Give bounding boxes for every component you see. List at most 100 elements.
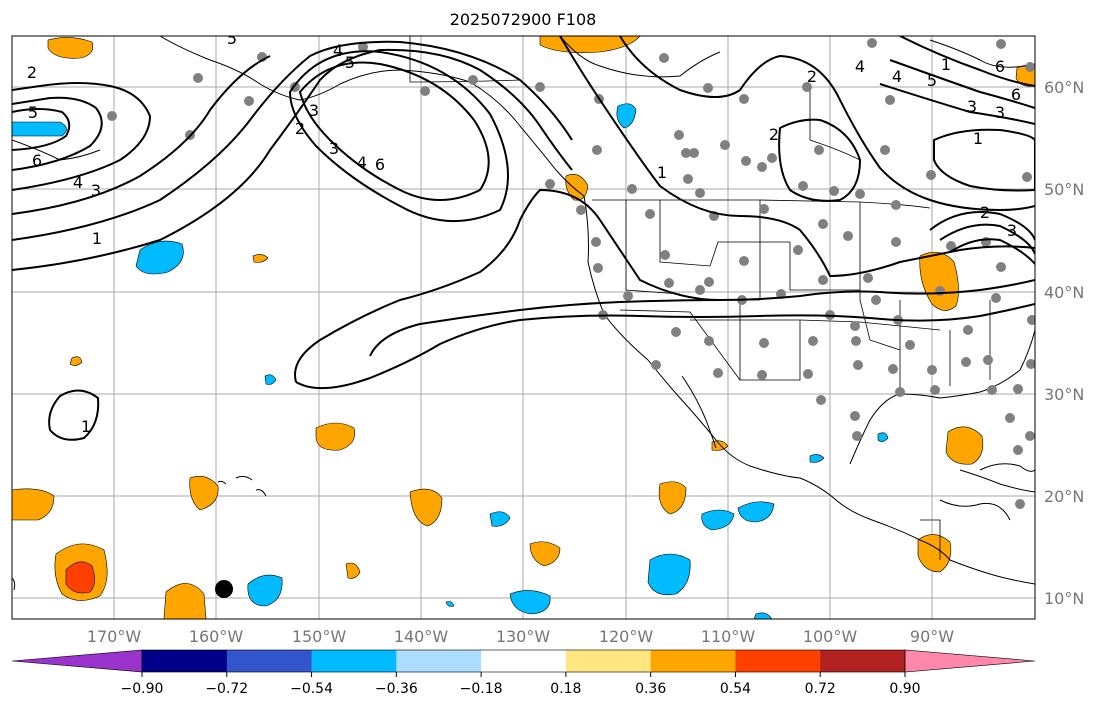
lat-label: 30°N — [1044, 385, 1084, 404]
positive-anomaly-area — [658, 481, 687, 515]
positive-anomaly-area — [163, 583, 207, 619]
contour-label: 2 — [807, 67, 817, 86]
colorbar-tick-label: 0.54 — [720, 681, 751, 697]
positive-anomaly-area — [345, 562, 361, 579]
positive-anomaly-area — [539, 36, 641, 53]
contour-label: 4 — [892, 67, 902, 86]
lat-label: 40°N — [1044, 283, 1084, 302]
colorbar-frame — [141, 649, 906, 673]
contour-label: 3 — [1007, 221, 1017, 240]
positive-anomaly-area — [711, 440, 729, 451]
contour-label: 4 — [357, 153, 367, 172]
contour-label: 5 — [227, 29, 237, 48]
latitude-labels: 60°N 50°N 40°N 30°N 20°N 10°N — [1044, 78, 1084, 608]
lon-label: 100°W — [803, 627, 858, 646]
negative-anomaly-area — [616, 103, 637, 129]
contour-label: 3 — [329, 139, 339, 158]
contour-label: 4 — [333, 41, 343, 60]
contour-label: 1 — [941, 55, 951, 74]
colorbar-segment — [481, 650, 567, 672]
colorbar-tick-label: 0.90 — [889, 681, 920, 697]
contour-label: 6 — [1011, 85, 1021, 104]
colorbar-tick-label: −0.90 — [121, 681, 164, 697]
colorbar-segment — [226, 650, 313, 672]
positive-anomaly-area — [945, 426, 984, 465]
colorbar-segment — [142, 650, 228, 672]
positive-anomaly-area — [529, 541, 561, 567]
lon-label: 140°W — [394, 627, 449, 646]
positive-anomaly-area — [12, 488, 55, 521]
colorbar-segment — [396, 650, 482, 672]
contour-label: 2 — [27, 63, 37, 82]
map-frame — [11, 35, 1036, 620]
positive-anomaly-area — [409, 488, 443, 527]
colorbar-tick-label: 0.36 — [635, 681, 666, 697]
lat-label: 50°N — [1044, 180, 1084, 199]
negative-anomaly-area — [647, 553, 691, 596]
marker-dot — [215, 580, 233, 598]
contour-label: 5 — [345, 53, 355, 72]
contour-label: 6 — [32, 151, 42, 170]
negative-anomaly-area — [701, 509, 735, 531]
negative-anomaly-area — [264, 374, 277, 385]
strong-positive-anomaly-area — [65, 561, 95, 594]
negative-anomaly-area — [135, 240, 184, 275]
colorbar-ticks: −0.90 −0.72 −0.54 −0.36 −0.18 0.18 0.36 0.54 0.7… — [121, 672, 921, 697]
negative-anomaly-area — [753, 612, 773, 619]
lat-label: 10°N — [1044, 589, 1084, 608]
contour-label: 3 — [91, 181, 101, 200]
contour-lines — [12, 36, 1035, 441]
lon-label: 170°W — [87, 627, 142, 646]
contour-label: 1 — [81, 417, 91, 436]
positive-anomaly-area — [565, 174, 589, 201]
lon-label: 110°W — [701, 627, 756, 646]
negative-anomaly-area — [877, 432, 889, 442]
negative-anomaly-area — [737, 501, 775, 523]
colorbar-segment — [820, 650, 906, 672]
positive-anomaly-area — [252, 254, 269, 263]
negative-anomaly-area — [509, 590, 551, 615]
negative-anomaly-area — [809, 454, 825, 463]
contour-label: 3 — [309, 101, 319, 120]
positive-anomaly-area — [189, 475, 219, 511]
map-title: 2025072900 F108 — [449, 10, 597, 29]
contour-label: 5 — [927, 71, 937, 90]
positive-anomaly-area — [47, 37, 94, 59]
contour-label: 2 — [980, 203, 990, 222]
lat-label: 20°N — [1044, 487, 1084, 506]
contour-label: 4 — [855, 57, 865, 76]
negative-anomaly-area — [247, 574, 283, 607]
lon-label: 160°W — [189, 627, 244, 646]
colorbar-segment — [565, 650, 652, 672]
colorbar: −0.90 −0.72 −0.54 −0.36 −0.18 0.18 0.36 0.54 0.7… — [11, 649, 1036, 697]
contour-label: 2 — [295, 119, 305, 138]
colorbar-tick-label: −0.18 — [460, 681, 503, 697]
colorbar-segments — [11, 649, 1036, 673]
colorbar-low-extension — [11, 649, 143, 673]
longitude-labels: 170°W 160°W 150°W 140°W 130°W 120°W 110°… — [87, 627, 954, 646]
colorbar-tick-label: −0.54 — [290, 681, 333, 697]
contour-label: 3 — [995, 103, 1005, 122]
contour-label: 3 — [967, 97, 977, 116]
contour-label: 1 — [657, 163, 667, 182]
colorbar-segment — [650, 650, 736, 672]
lon-label: 150°W — [292, 627, 347, 646]
anomaly-fills — [12, 36, 1035, 619]
colorbar-tick-label: 0.72 — [805, 681, 836, 697]
lon-label: 130°W — [496, 627, 551, 646]
colorbar-tick-label: 0.18 — [550, 681, 581, 697]
lon-label: 120°W — [599, 627, 654, 646]
contour-label: 1 — [973, 129, 983, 148]
negative-anomaly-area — [445, 601, 455, 607]
colorbar-tick-label: −0.36 — [375, 681, 418, 697]
lat-label: 60°N — [1044, 78, 1084, 97]
positive-anomaly-area — [917, 534, 952, 573]
positive-anomaly-area — [919, 251, 959, 311]
colorbar-high-extension — [904, 649, 1036, 673]
negative-anomaly-area — [12, 121, 67, 137]
colorbar-segment — [311, 650, 397, 672]
contour-label: 6 — [995, 57, 1005, 76]
positive-anomaly-area — [69, 356, 83, 366]
contour-label: 6 — [375, 155, 385, 174]
